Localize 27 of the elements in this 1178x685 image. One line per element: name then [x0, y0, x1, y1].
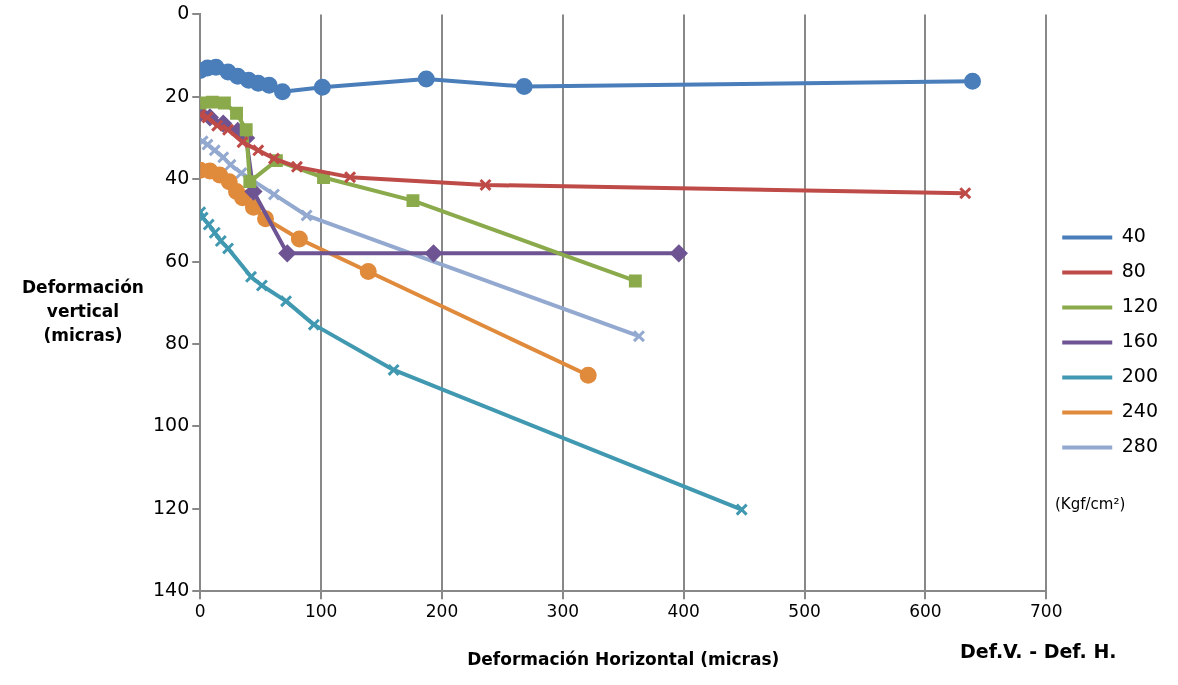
legend-label: 280 [1121, 434, 1158, 457]
x-axis-title: Deformación Horizontal (micras) [467, 649, 780, 670]
x-tick-label: 400 [667, 600, 700, 621]
x-tick-label: 700 [1030, 600, 1063, 621]
y-tick-label: 100 [153, 413, 190, 436]
y-tick-label: 60 [165, 248, 190, 271]
text: Def.V. - Def. H. [960, 640, 1117, 662]
legend-label: 240 [1121, 399, 1158, 422]
x-tick-label: 300 [546, 600, 580, 621]
y-tick-label: 120 [153, 495, 190, 518]
y-tick-label: 80 [165, 330, 190, 353]
legend-label: 160 [1121, 329, 1158, 352]
legend-label: 120 [1121, 294, 1158, 317]
legend-label: 40 [1121, 224, 1146, 247]
text: (Kgf/cm²) [1055, 495, 1126, 513]
x-tick-label: 600 [909, 600, 942, 621]
y-tick-label: 20 [165, 83, 190, 106]
y-tick-label: 40 [165, 166, 190, 189]
y-tick-label: 140 [153, 578, 190, 601]
x-tick-label: 0 [194, 600, 206, 621]
legend-label: 80 [1121, 259, 1146, 282]
x-tick-label: 100 [304, 600, 338, 621]
legend-label: 200 [1121, 364, 1158, 387]
y-axis-title: Deformación vertical (micras) [21, 276, 145, 347]
y-tick-label: 0 [177, 1, 190, 24]
x-tick-label: 500 [788, 600, 821, 621]
x-tick-label: 200 [425, 600, 459, 621]
